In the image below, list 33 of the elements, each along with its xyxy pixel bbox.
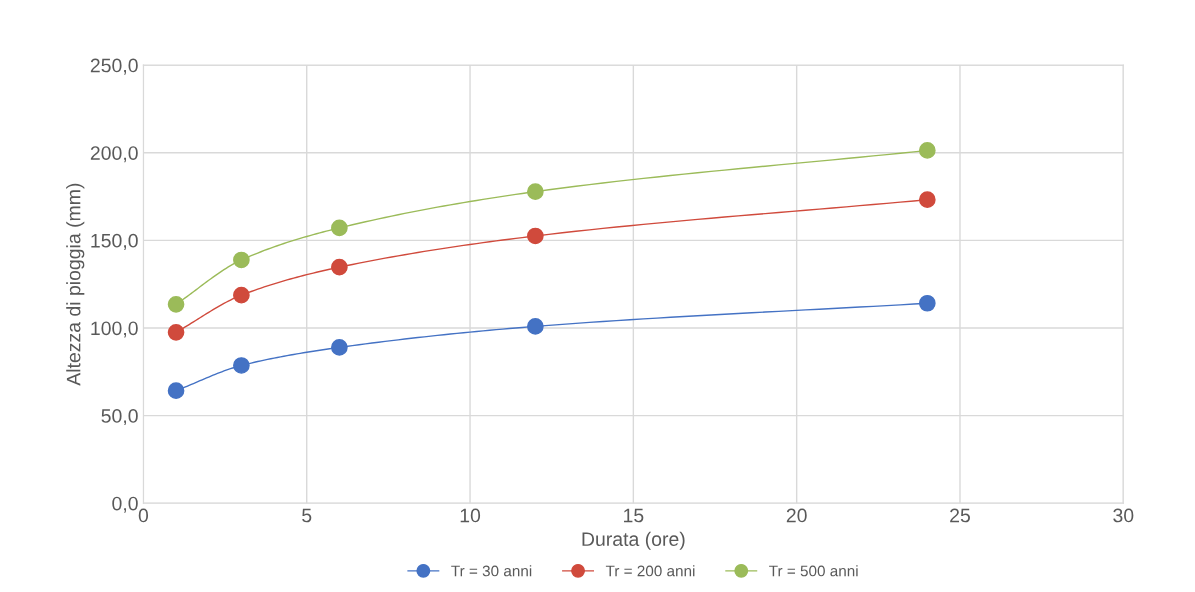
- x-tick-label: 20: [786, 508, 807, 523]
- point: [331, 258, 348, 276]
- point: [167, 295, 185, 313]
- y-tick-label: 0,0: [112, 496, 138, 513]
- point: [527, 183, 544, 200]
- y-tick-label: 200,0: [90, 146, 138, 163]
- point: [233, 251, 250, 269]
- point: [167, 382, 185, 400]
- x-tick-label: 5: [302, 508, 312, 523]
- point: [233, 286, 250, 304]
- y-tick-label: 50,0: [101, 409, 138, 426]
- point: [331, 339, 348, 356]
- x-axis-title: Durata (ore): [582, 531, 685, 550]
- y-tick-label: 150,0: [91, 233, 138, 250]
- point: [527, 227, 544, 245]
- legend-label: Tr = 200 anni: [605, 565, 695, 577]
- point: [527, 318, 544, 335]
- y-tick-label: 100,0: [91, 321, 138, 338]
- point: [331, 219, 348, 237]
- point: [167, 324, 185, 341]
- y-axis-title: Altezza di pioggia (mm): [66, 183, 85, 386]
- x-tick-label: 25: [950, 508, 970, 523]
- x-tick-label: 15: [624, 508, 644, 523]
- x-tick-label: 30: [1113, 508, 1134, 523]
- legend-label: Tr = 30 anni: [451, 565, 532, 577]
- point: [233, 357, 250, 374]
- point: [918, 191, 936, 209]
- point: [918, 294, 936, 312]
- y-tick-label: 250,0: [90, 58, 138, 75]
- x-tick-label: 0: [138, 508, 149, 523]
- legend-label: Tr = 500 anni: [769, 565, 858, 577]
- point: [918, 142, 936, 159]
- x-tick-label: 10: [460, 508, 481, 523]
